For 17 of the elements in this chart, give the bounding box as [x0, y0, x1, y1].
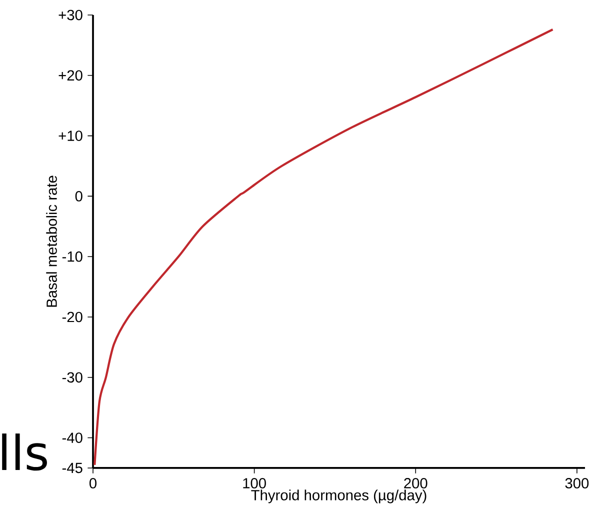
line-series	[94, 28, 554, 466]
x-tick-label: 0	[89, 478, 96, 488]
y-tick-label: +30	[58, 10, 82, 20]
y-tick-label: -45	[62, 462, 82, 474]
y-axis-title: Basal metabolic rate	[46, 176, 57, 307]
x-tick-label: 100	[243, 478, 266, 488]
y-tick-label: -40	[62, 432, 82, 443]
text: lls	[2, 434, 47, 471]
y-tick-label: -10	[62, 251, 82, 262]
x-tick-label: 300	[565, 478, 589, 488]
y-tick-label: -20	[62, 312, 82, 322]
y-tick-label: +10	[58, 130, 82, 141]
x-tick-label: 200	[404, 478, 428, 488]
y-tick-label: +20	[58, 70, 82, 81]
y-tick-label: -30	[62, 372, 82, 383]
x-axis-title: Thyroid hormones (µg/day)	[251, 490, 426, 504]
y-tick-label: 0	[75, 191, 82, 202]
